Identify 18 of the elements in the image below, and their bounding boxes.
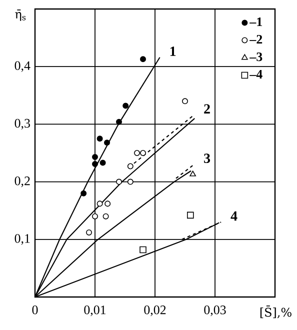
x-tick-label: 0,03 [204, 306, 226, 316]
annotation: 2 [204, 104, 210, 114]
annotation: 1 [170, 46, 176, 56]
legend-label: –4 [250, 70, 262, 79]
legend-label: –3 [250, 52, 262, 62]
x-axis-title: [S̄],% [260, 306, 292, 318]
x-tick-label: 0 [32, 306, 38, 314]
x-tick-label: 0,02 [144, 306, 166, 316]
legend-label: –2 [250, 34, 262, 44]
legend-label: –1 [250, 18, 262, 26]
annotation: 3 [204, 154, 210, 164]
y-tick-label: 0,4 [14, 61, 30, 72]
y-tick-label: 0,3 [14, 118, 30, 130]
y-tick-label: 0,1 [14, 234, 30, 245]
x-tick-label: 0,01 [84, 306, 106, 316]
annotation: 4 [230, 211, 238, 221]
y-tick-label: 0,2 [14, 176, 30, 188]
y-axis-title: η̄$_{s}$ [15, 10, 26, 21]
